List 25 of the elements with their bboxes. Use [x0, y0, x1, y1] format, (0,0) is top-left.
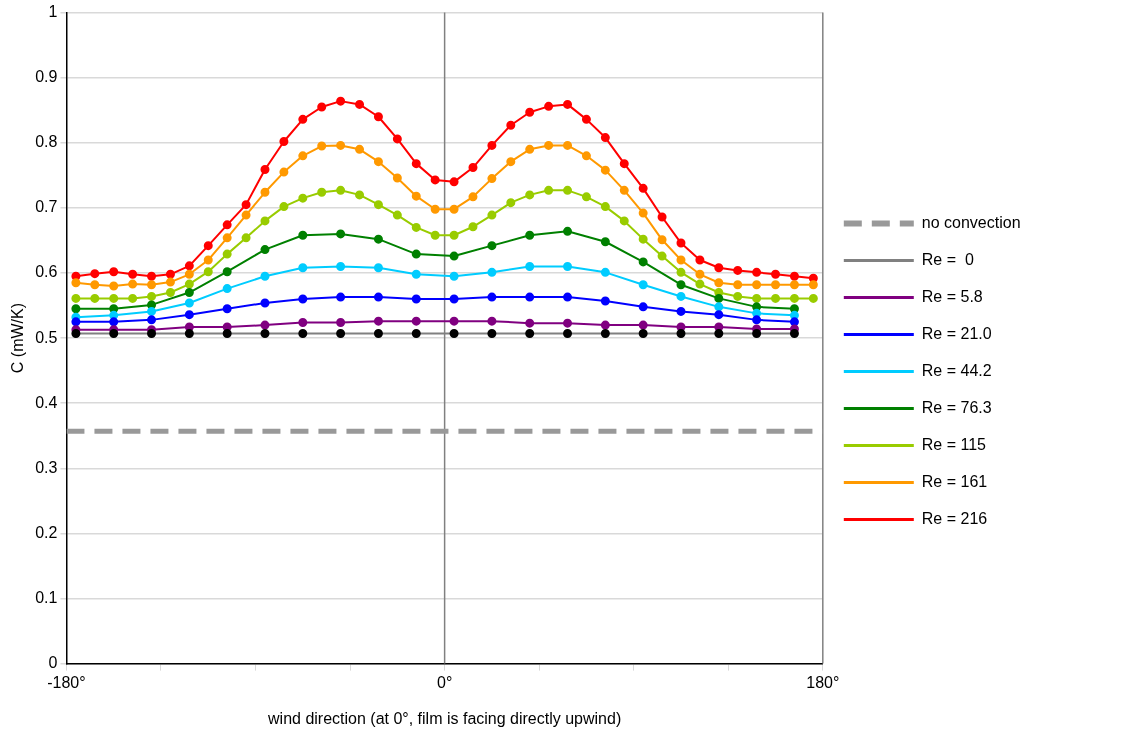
y-tick-label: 0.7	[35, 198, 58, 216]
legend-label: Re = 21.0	[921, 324, 1077, 342]
y-tick-label: 0.1	[35, 588, 58, 606]
y-tick-label: 0.2	[35, 523, 58, 541]
legend-label: Re = 216	[921, 509, 1072, 527]
x-axis-title: wind direction (at 0°, film is facing directly upwind)	[267, 709, 622, 727]
y-tick-label: 0.3	[35, 458, 58, 476]
y-tick-label: 0.8	[35, 133, 58, 151]
y-tick-label: 0.4	[35, 393, 58, 411]
y-tick-label: 1	[48, 3, 58, 21]
legend-label: Re = 5.8	[921, 287, 1068, 305]
legend-label: Re = 76.3	[921, 398, 1077, 416]
y-tick-label: 0.9	[35, 68, 58, 86]
y-tick-label: 0.6	[35, 263, 58, 281]
x-tick-label: 180°	[806, 673, 840, 691]
legend-label: Re = 44.2	[921, 361, 1077, 379]
legend-label: Re = 115	[921, 435, 1071, 453]
legend-label: Re = 161	[921, 472, 1072, 490]
y-tick-label: 0	[48, 654, 58, 672]
y-axis-title: C (mW/K)	[9, 303, 27, 374]
x-tick-label: 0°	[436, 673, 453, 691]
legend-label: Re = 0	[921, 250, 1059, 268]
legend-label: no convection	[921, 213, 1106, 231]
x-tick-label: -180°	[47, 673, 86, 691]
y-tick-label: 0.5	[35, 328, 58, 346]
